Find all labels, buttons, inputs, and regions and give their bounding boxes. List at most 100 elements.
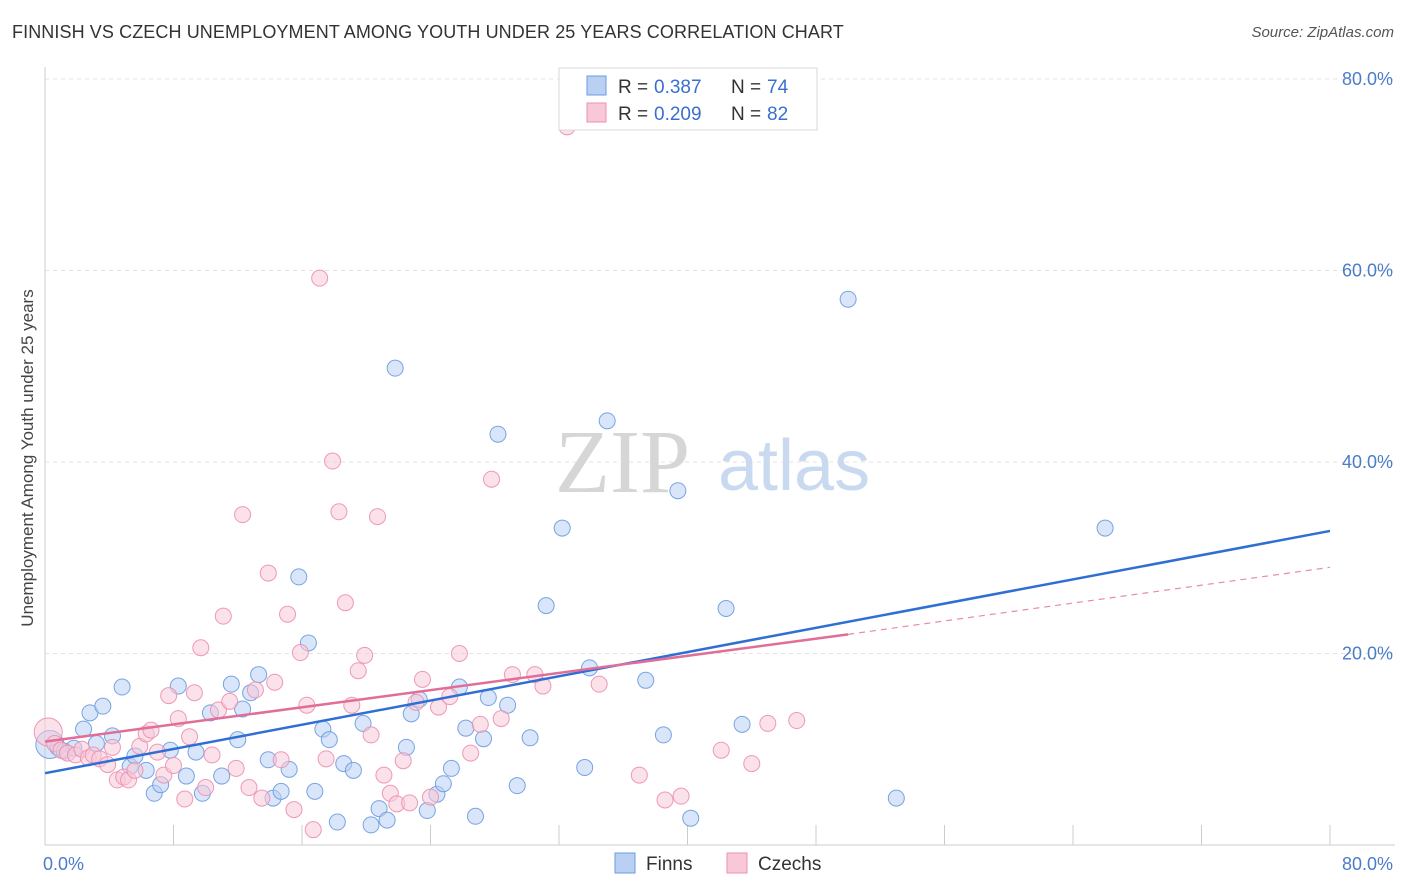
point-czechs-76 (656, 791, 674, 809)
point-finns-69 (717, 599, 735, 617)
point-czechs-80 (759, 714, 777, 732)
trend-line-finns (44, 529, 1331, 775)
point-czechs-24 (181, 728, 199, 746)
point-finns-73 (1096, 519, 1114, 537)
trend-line-czechs (44, 633, 849, 743)
point-czechs-34 (240, 779, 258, 797)
point-finns-17 (177, 767, 195, 785)
point-czechs-23 (176, 790, 194, 808)
point-czechs-31 (221, 692, 239, 710)
point-finns-60 (537, 597, 555, 615)
series-legend: Finns Czechs (614, 852, 821, 875)
data-points (33, 118, 1114, 839)
point-finns-38 (344, 761, 362, 779)
point-finns-61 (553, 519, 571, 537)
point-finns-39 (354, 714, 372, 732)
point-finns-35 (320, 731, 338, 749)
point-czechs-67 (471, 715, 489, 733)
point-finns-58 (508, 777, 526, 795)
point-czechs-47 (324, 452, 342, 470)
point-czechs-37 (259, 564, 277, 582)
point-czechs-79 (743, 755, 761, 773)
y-tick-label-3: 80.0% (1342, 69, 1393, 89)
point-finns-22 (222, 675, 240, 693)
point-czechs-21 (165, 757, 182, 775)
point-czechs-33 (234, 506, 252, 524)
watermark-zip: ZIP (555, 413, 690, 512)
point-czechs-51 (349, 662, 367, 680)
y-tick-label-1: 40.0% (1342, 452, 1393, 472)
legend-r-label-czechs: R = (618, 104, 648, 125)
point-czechs-17 (142, 721, 160, 739)
x-tick-label-0: 0.0% (43, 854, 84, 874)
series-swatch-czechs (726, 852, 748, 874)
point-czechs-68 (483, 470, 501, 488)
point-czechs-39 (272, 751, 290, 769)
point-czechs-69 (492, 710, 510, 728)
point-finns-53 (466, 807, 484, 825)
point-czechs-27 (197, 779, 215, 797)
point-finns-56 (489, 425, 507, 443)
point-czechs-46 (317, 750, 335, 768)
point-czechs-14 (126, 761, 144, 779)
point-czechs-74 (590, 675, 608, 693)
point-czechs-65 (450, 645, 468, 662)
point-finns-66 (654, 726, 672, 744)
watermark: ZIP atlas (555, 413, 870, 512)
point-czechs-44 (304, 821, 322, 839)
y-axis-label: Unemployment Among Youth under 25 years (18, 289, 37, 626)
series-label-czechs: Czechs (758, 854, 821, 875)
point-czechs-77 (672, 787, 690, 805)
series-label-finns: Finns (646, 854, 692, 875)
point-finns-31 (290, 568, 308, 586)
legend-n-value-czechs: 82 (767, 104, 788, 125)
series-swatch-finns (614, 852, 636, 874)
chart-source: Source: ZipAtlas.com (1251, 24, 1394, 41)
point-czechs-75 (630, 766, 648, 784)
point-finns-43 (386, 359, 404, 377)
point-czechs-41 (285, 801, 303, 819)
point-finns-36 (328, 813, 346, 831)
x-tick-label-1: 80.0% (1342, 854, 1393, 874)
legend-n-label-czechs: N = (731, 104, 761, 125)
trend-lines (44, 529, 1331, 775)
point-finns-54 (475, 730, 493, 748)
point-czechs-55 (375, 766, 393, 784)
legend-r-value-finns: 0.387 (654, 77, 702, 98)
point-czechs-42 (291, 644, 309, 662)
point-finns-9 (113, 678, 131, 696)
point-czechs-62 (422, 788, 439, 806)
correlation-legend: R = 0.387 N = 74 R = 0.209 N = 82 (558, 67, 818, 131)
point-czechs-26 (192, 639, 210, 657)
point-finns-64 (598, 412, 616, 430)
series-finns-points (35, 290, 1114, 834)
point-finns-49 (434, 775, 452, 793)
point-czechs-59 (401, 794, 419, 812)
point-finns-67 (669, 482, 687, 500)
point-finns-70 (733, 715, 751, 733)
point-finns-23 (229, 731, 247, 749)
point-czechs-81 (788, 712, 806, 730)
series-czechs-points (33, 118, 806, 839)
point-finns-21 (213, 767, 231, 785)
gridlines (45, 78, 1395, 654)
point-finns-52 (457, 719, 475, 737)
point-czechs-78 (712, 741, 730, 759)
legend-swatch-czechs (586, 102, 607, 123)
point-czechs-25 (185, 684, 203, 702)
point-finns-40 (362, 816, 380, 834)
point-czechs-54 (368, 508, 386, 526)
point-finns-65 (637, 671, 655, 689)
tick-labels: 20.0% 40.0% 60.0% 80.0% 0.0% 80.0% (43, 69, 1393, 874)
point-czechs-38 (266, 673, 284, 691)
point-czechs-49 (336, 594, 354, 612)
point-finns-72 (887, 789, 905, 807)
axes (44, 67, 1395, 846)
legend-n-value-finns: 74 (767, 77, 789, 98)
legend-r-value-czechs: 0.209 (654, 104, 702, 125)
point-czechs-9 (99, 756, 117, 774)
point-finns-26 (250, 666, 268, 684)
y-tick-label-0: 20.0% (1342, 644, 1393, 664)
y-tick-label-2: 60.0% (1342, 261, 1393, 281)
